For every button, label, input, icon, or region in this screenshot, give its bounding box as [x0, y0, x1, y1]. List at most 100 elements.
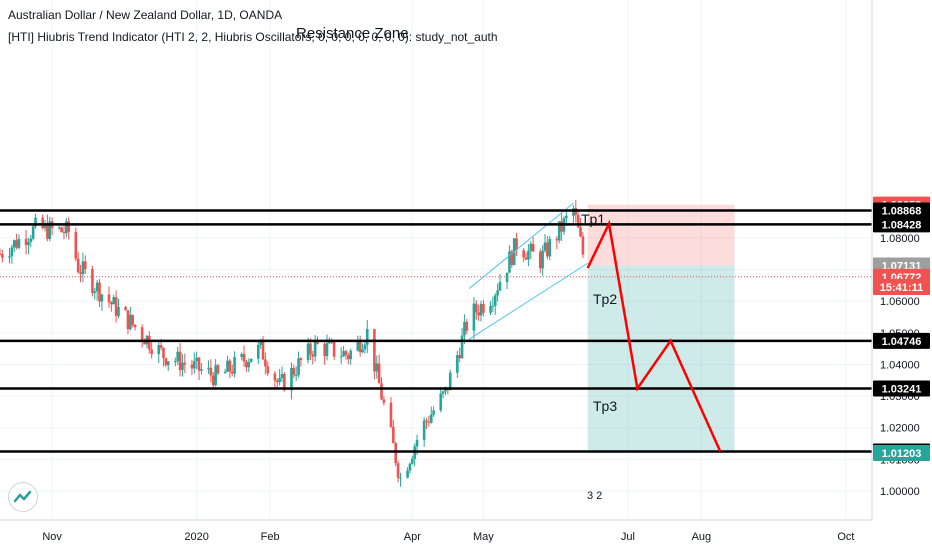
candle: [399, 472, 402, 487]
candle: [223, 368, 227, 374]
candle: [17, 234, 21, 250]
candle: [460, 328, 464, 359]
candle-body: [259, 339, 262, 345]
candle: [472, 297, 476, 339]
candle-body: [415, 439, 419, 447]
candle-body: [228, 360, 232, 372]
candle: [233, 351, 236, 378]
candle: [505, 272, 509, 290]
candle: [31, 223, 35, 241]
time-axis-bg: [0, 520, 932, 550]
candle: [107, 286, 111, 308]
candle-body: [1, 253, 4, 258]
candle-body: [522, 250, 525, 258]
candle-body: [0, 253, 2, 255]
candle: [140, 324, 144, 348]
resistance-zone-label: Resistance Zone: [296, 25, 409, 42]
candle-body: [126, 310, 130, 330]
x-tick-label: 2020: [184, 531, 208, 543]
candle: [546, 236, 549, 260]
y-tick-label: 1.02000: [880, 423, 920, 435]
candle: [181, 354, 184, 377]
candle-body: [12, 240, 16, 248]
candle: [242, 345, 246, 367]
candle: [543, 234, 547, 253]
price-badge-label: 1.03241: [882, 383, 922, 395]
candle-body: [17, 238, 21, 248]
candle: [339, 347, 343, 365]
candle-body: [565, 215, 568, 219]
tradingview-logo-icon[interactable]: [8, 482, 38, 512]
candle: [441, 390, 445, 399]
candle: [579, 218, 582, 238]
candle: [112, 294, 116, 305]
candle: [508, 245, 511, 273]
candle-body: [195, 357, 198, 362]
candle-body: [129, 314, 132, 330]
candle: [342, 345, 345, 357]
candle-body: [328, 341, 331, 344]
candle: [162, 347, 165, 367]
candle: [240, 352, 243, 361]
candle-body: [264, 359, 267, 367]
candle-body: [233, 357, 236, 374]
candle: [266, 361, 270, 376]
candle: [555, 236, 559, 250]
price-badge: 1.01203: [873, 444, 930, 461]
candle: [95, 280, 99, 301]
candle-body: [164, 358, 168, 366]
candle: [406, 467, 409, 479]
candle: [479, 300, 483, 322]
candle: [489, 301, 492, 316]
candle: [344, 349, 348, 360]
candle-body: [43, 223, 47, 229]
candle-body: [166, 361, 170, 366]
candle-body: [425, 420, 428, 422]
price-badges: 1.090531.088681.084281.071311.0677215:41…: [873, 196, 930, 461]
indicator-legend[interactable]: [HTI] Hiubris Trend Indicator (HTI 2, 2,…: [8, 30, 498, 44]
candle: [448, 369, 452, 391]
candle-body: [214, 365, 217, 386]
candle: [164, 357, 168, 367]
candle-body: [95, 282, 99, 292]
candle: [190, 359, 194, 376]
candle-body: [294, 374, 298, 376]
candle: [515, 232, 518, 257]
chart-grid: [0, 0, 872, 520]
candle: [57, 226, 61, 230]
price-badge-label: 1.08428: [882, 219, 922, 231]
candle-body: [112, 297, 116, 305]
candle: [349, 348, 352, 365]
candle: [84, 255, 87, 275]
candle: [200, 362, 203, 375]
candle: [529, 240, 533, 260]
candle: [273, 371, 277, 388]
candle: [408, 462, 412, 474]
candle-body: [363, 344, 367, 350]
candle: [166, 360, 170, 371]
candle: [247, 358, 251, 373]
candle: [34, 213, 37, 229]
candle: [43, 219, 47, 232]
candle-body: [31, 226, 35, 239]
candle: [363, 341, 367, 354]
candle-body: [463, 321, 466, 336]
candle: [297, 351, 300, 378]
candle: [100, 293, 104, 311]
candle-body: [100, 294, 104, 302]
candle: [456, 350, 459, 378]
price-badge-label: 1.01203: [882, 448, 922, 460]
candle: [150, 342, 153, 359]
candle-body: [474, 303, 478, 313]
price-badge: 1.08428: [873, 216, 930, 233]
candle: [249, 358, 253, 363]
candle-body: [261, 339, 265, 360]
candle-body: [349, 350, 352, 360]
candle-body: [323, 343, 326, 357]
candle-body: [65, 221, 68, 234]
candle-body: [114, 297, 118, 316]
target-zone: [587, 265, 735, 453]
candle: [197, 356, 201, 380]
candle-body: [273, 373, 277, 381]
